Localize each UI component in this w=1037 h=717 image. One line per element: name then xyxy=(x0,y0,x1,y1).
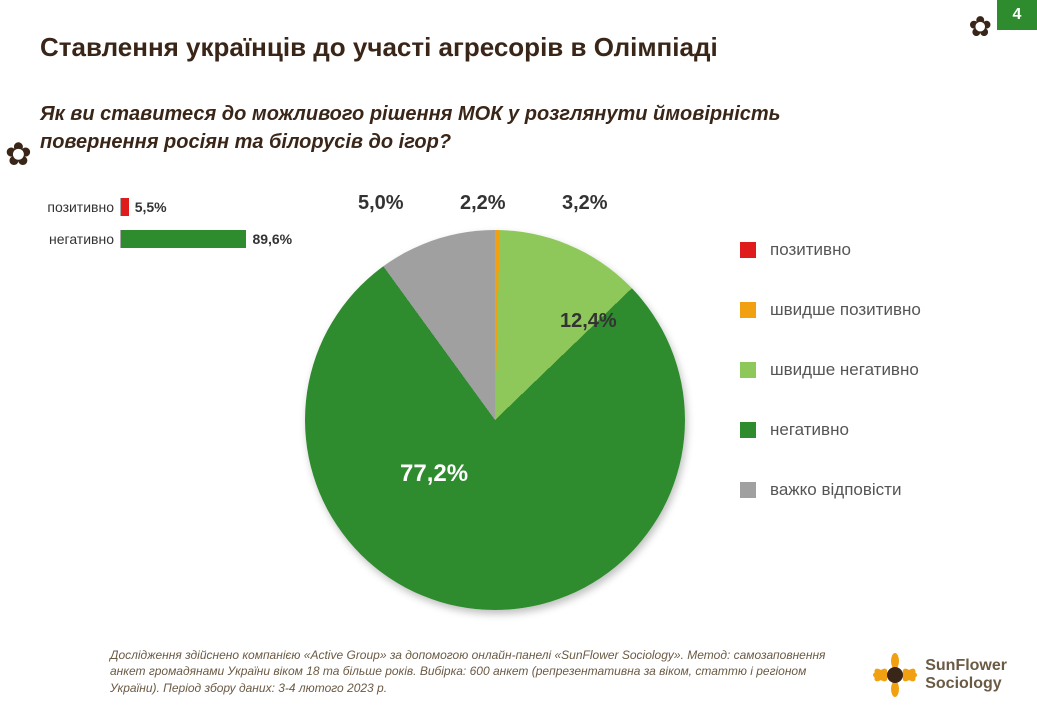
decor-flower-icon: ✿ xyxy=(969,10,992,43)
pie-slice-label: 2,2% xyxy=(460,192,506,215)
summary-bar-chart: позитивно 5,5% негативно89,6% xyxy=(30,195,270,259)
legend-item: важко відповісти xyxy=(740,480,1000,500)
legend-swatch xyxy=(740,362,756,378)
pie-legend: позитивно швидше позитивно швидше негативн… xyxy=(740,240,1000,540)
summary-bar-fill xyxy=(121,230,246,248)
legend-item: швидше позитивно xyxy=(740,300,1000,320)
decor-flower-icon: ✿ xyxy=(5,135,32,173)
legend-item: негативно xyxy=(740,420,1000,440)
legend-label: важко відповісти xyxy=(770,480,901,500)
summary-bar-label: позитивно xyxy=(30,199,120,215)
sunflower-icon xyxy=(873,653,917,697)
pie-slice-label: 77,2% xyxy=(400,460,468,488)
legend-swatch xyxy=(740,422,756,438)
summary-bar-fill xyxy=(121,198,129,216)
summary-bar-value: 5,5% xyxy=(135,198,167,216)
legend-label: швидше позитивно xyxy=(770,300,921,320)
page-number: 4 xyxy=(997,0,1037,30)
methodology-footer: Дослідження здійснено компанією «Active … xyxy=(110,647,830,697)
legend-item: позитивно xyxy=(740,240,1000,260)
pie-slice-label: 12,4% xyxy=(560,310,617,333)
legend-swatch xyxy=(740,302,756,318)
legend-swatch xyxy=(740,482,756,498)
pie-chart: 2,2% 3,2% 12,4% 77,2% 5,0% xyxy=(280,190,710,620)
legend-label: швидше негативно xyxy=(770,360,919,380)
slide-subtitle: Як ви ставитеся до можливого рішення МОК… xyxy=(40,100,820,156)
pie-slice-label: 5,0% xyxy=(358,192,404,215)
legend-swatch xyxy=(740,242,756,258)
legend-label: негативно xyxy=(770,420,849,440)
pie-slice-label: 3,2% xyxy=(562,192,608,215)
legend-label: позитивно xyxy=(770,240,851,260)
summary-bar-row: негативно89,6% xyxy=(30,227,270,251)
logo-text-line1: SunFlower xyxy=(925,657,1007,675)
logo-text-line2: Sociology xyxy=(925,675,1007,693)
summary-bar-row: позитивно 5,5% xyxy=(30,195,270,219)
legend-item: швидше негативно xyxy=(740,360,1000,380)
sunflower-logo: SunFlower Sociology xyxy=(873,653,1007,697)
summary-bar-label: негативно xyxy=(30,231,120,247)
slide-title: Ставлення українців до участі агресорів … xyxy=(40,32,718,63)
